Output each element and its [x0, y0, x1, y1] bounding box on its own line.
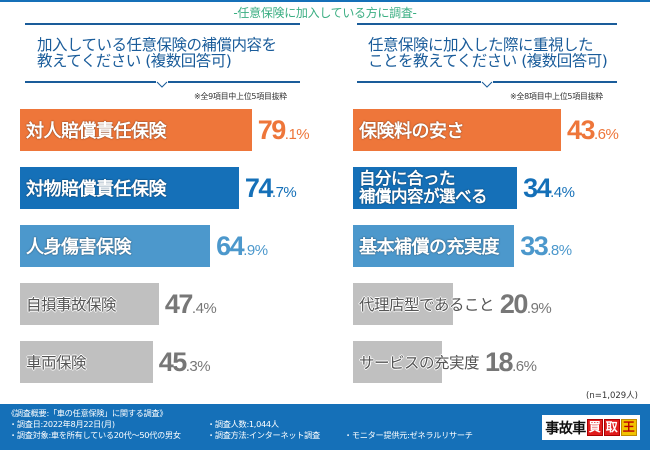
right-bar-value: 33.8%	[520, 230, 572, 261]
left-bar	[20, 225, 211, 267]
right-bar	[353, 225, 515, 267]
chevron-down-icon	[481, 81, 493, 89]
right-bar-label: 自分に合った 補償内容が選べる	[359, 169, 488, 206]
left-bar-row: 対物賠償責任保険 74.7%	[20, 167, 297, 209]
right-bar-label: 代理店型であること	[359, 296, 494, 314]
chevron-down-icon	[156, 81, 168, 89]
survey-target: ・調査対象:車を所有している20代〜50代の男女	[9, 430, 181, 440]
left-bar-value: 74.7%	[244, 172, 297, 203]
right-title-top-rule	[357, 23, 617, 25]
right-bar-row: サービスの充実度 18.6%	[353, 341, 537, 383]
survey-overview: 《調査概要:「車の任意保険」に関する調査》	[7, 408, 168, 418]
left-bar-label: 自損事故保険	[26, 296, 117, 314]
left-bar	[20, 341, 153, 383]
left-note: ※全9項目中上位5項目抜粋	[194, 92, 287, 101]
right-bar	[353, 283, 453, 325]
left-bar	[20, 167, 239, 209]
footer: 《調査概要:「車の任意保険」に関する調査》 ・調査日:2022年8月22日(月)…	[0, 404, 650, 450]
left-title-top-rule	[25, 23, 300, 25]
brand-logo: 事故車 買 取 王	[542, 415, 640, 440]
left-bar-value: 64.9%	[216, 230, 268, 261]
left-bar-value: 45.3%	[158, 346, 211, 377]
right-bar-value: 34.4%	[523, 172, 575, 203]
right-bar-row: 基本補償の充実度 33.8%	[353, 225, 572, 267]
left-bar-row: 自損事故保険 47.4%	[20, 283, 217, 325]
left-bar-label: 対物賠償責任保険	[26, 179, 167, 200]
right-bar	[353, 109, 561, 151]
left-bar-label: 車両保険	[26, 354, 87, 372]
logo-crown-box: 王	[620, 419, 637, 436]
left-bar-value: 47.4%	[164, 288, 217, 319]
left-bar-label: 対人賠償責任保険	[26, 121, 167, 142]
right-bar	[353, 341, 442, 383]
survey-method: ・調査方法:インターネット調査	[207, 430, 320, 440]
logo-text: 事故車	[545, 420, 586, 437]
survey-subtitle: -任意保険に加入している方に調査-	[233, 6, 417, 20]
right-note: ※全8項目中上位5項目抜粋	[510, 92, 603, 101]
logo-box-1: 買	[586, 419, 603, 436]
right-bar-label: サービスの充実度	[359, 354, 480, 372]
logo-box-2: 取	[603, 419, 620, 436]
left-bar-row: 対人賠償責任保険 79.1%	[20, 109, 310, 151]
right-bar-label: 基本補償の充実度	[359, 237, 500, 258]
left-bar-label: 人身傷害保険	[26, 237, 132, 258]
left-bar-row: 人身傷害保険 64.9%	[20, 225, 268, 267]
left-bar	[20, 109, 252, 151]
right-bar-row: 自分に合った 補償内容が選べる 34.4%	[353, 167, 575, 209]
right-bar-value: 20.9%	[499, 288, 552, 319]
right-bar	[353, 167, 518, 209]
left-bar	[20, 283, 159, 325]
left-bar-value: 79.1%	[257, 114, 310, 145]
right-question-title: 任意保険に加入した際に重視した ことを教えてください (複数回答可)	[368, 36, 608, 70]
left-bar-row: 車両保険 45.3%	[20, 341, 211, 383]
right-bar-label: 保険料の安さ	[359, 121, 465, 142]
survey-respondents: ・調査人数:1,044人	[207, 419, 279, 429]
top-accent-line	[0, 0, 650, 2]
right-bar-value: 43.6%	[566, 114, 619, 145]
right-bar-row: 保険料の安さ 43.6%	[353, 109, 619, 151]
sample-size: (n=1,029人)	[586, 391, 638, 401]
right-bar-row: 代理店型であること 20.9%	[353, 283, 552, 325]
survey-date: ・調査日:2022年8月22日(月)	[9, 419, 115, 429]
left-question-title: 加入している任意保険の補償内容を 教えてください (複数回答可)	[37, 36, 277, 70]
right-bar-value: 18.6%	[485, 346, 537, 377]
survey-provider: ・モニター提供元:ゼネラルリサーチ	[344, 430, 473, 440]
